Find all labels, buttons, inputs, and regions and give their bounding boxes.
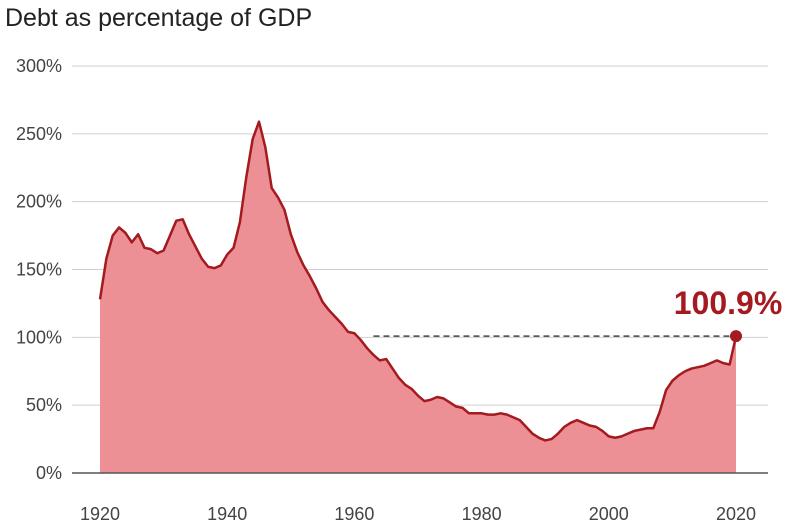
chart-title: Debt as percentage of GDP	[5, 4, 312, 32]
y-tick-label: 50%	[26, 395, 62, 415]
x-tick-label: 2000	[589, 504, 629, 524]
y-tick-label: 200%	[16, 192, 62, 212]
y-tick-label: 250%	[16, 124, 62, 144]
x-axis-ticks: 1920 1940 1960 1980 2000 2020	[80, 504, 756, 524]
x-tick-label: 2020	[716, 504, 756, 524]
y-tick-label: 0%	[36, 463, 62, 483]
y-tick-label: 300%	[16, 56, 62, 76]
latest-value-label: 100.9%	[674, 285, 783, 321]
x-tick-label: 1920	[80, 504, 120, 524]
y-axis-ticks: 0% 50% 100% 150% 200% 250% 300%	[16, 56, 62, 483]
x-tick-label: 1940	[207, 504, 247, 524]
y-tick-label: 150%	[16, 260, 62, 280]
x-tick-label: 1960	[334, 504, 374, 524]
y-tick-label: 100%	[16, 327, 62, 347]
latest-value-marker	[730, 330, 742, 343]
debt-series-line	[98, 120, 738, 442]
debt-area	[100, 121, 736, 474]
x-tick-label: 1980	[462, 504, 502, 524]
